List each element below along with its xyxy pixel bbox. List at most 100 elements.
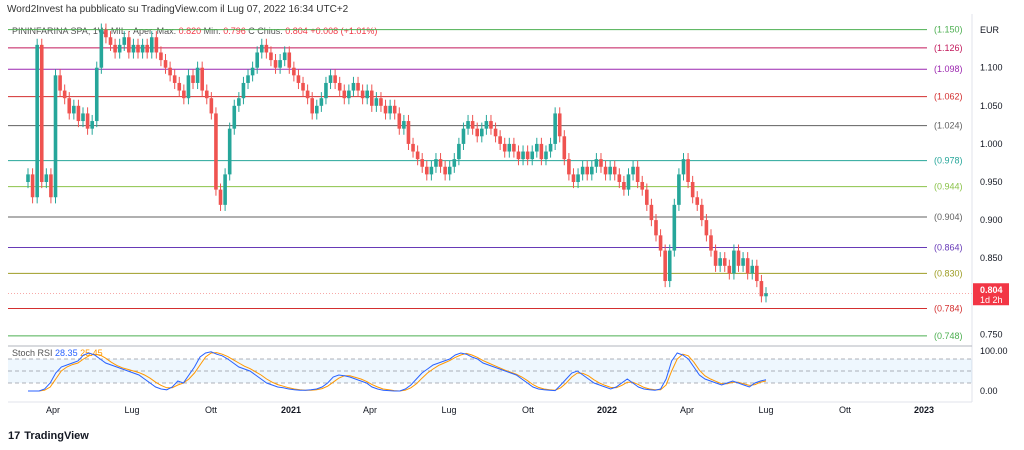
candle-body-145 [690,182,695,198]
candle-body-2 [35,44,39,198]
candle-body-138 [658,235,663,251]
candle-body-43 [223,174,227,205]
candle-body-133 [635,166,640,182]
attribution-text: Word2Invest ha pubblicato su TradingView… [7,4,349,15]
candle-body-34 [182,90,186,99]
fib-label-0: (1.150) [934,25,963,35]
currency-label: EUR [980,25,1000,35]
last-price-value: 0.804 [980,285,1003,295]
price-tick-5: 1.000 [980,139,1003,149]
candle-body-111 [535,143,539,152]
candle-body-52 [264,44,269,53]
candle-body-114 [548,143,553,152]
candle-body-149 [709,235,713,251]
candle-body-19 [113,44,117,53]
candle-body-120 [576,174,580,182]
candle-body-83 [406,121,411,144]
candle-body-143 [681,159,686,175]
candle-body-44 [227,128,232,175]
time-tick-1: Lug [124,405,139,415]
candle-body-60 [301,82,305,91]
candle-body-77 [379,98,383,106]
time-tick-9: Lug [758,405,773,415]
stoch-k-line [28,351,767,392]
candle-body-95 [461,128,466,144]
candle-body-122 [585,166,590,175]
fib-label-4: (1.024) [934,121,963,131]
candle-body-96 [466,121,470,129]
candle-body-59 [296,75,301,83]
candle-body-28 [154,37,159,53]
fib-label-9: (0.830) [934,268,963,278]
candle-body-4 [44,174,49,182]
candle-body-49 [250,67,255,76]
candle-body-47 [241,82,246,99]
candle-body-18 [108,37,113,45]
candle-body-41 [214,113,218,190]
candle-body-8 [62,90,67,99]
tradingview-mark-icon: 17 [8,430,21,442]
stoch-rsi-pane: 0.00 100.00 [8,345,1008,396]
time-tick-2: Ott [205,405,218,415]
candle-body-86 [420,159,425,167]
stoch-rsi-name: Stoch RSI [12,348,53,358]
candle-body-155 [736,250,741,266]
candle-body-7 [58,75,62,91]
candle-body-82 [402,121,406,129]
candle-body-134 [640,182,645,190]
candle-body-153 [727,265,732,274]
candle-body-15 [94,67,99,122]
stoch-tick-2: 100.00 [980,346,1008,356]
candle-body-68 [337,82,342,91]
candle-body-119 [571,174,576,182]
legend-symbol: PININFARINA SPA, 1W, MIL [12,26,126,36]
time-tick-6: Ott [522,405,535,415]
candle-body-10 [72,105,76,114]
candle-body-73 [360,90,365,99]
candle-body-31 [168,67,172,76]
candle-body-121 [580,166,585,175]
candle-body-125 [599,159,603,167]
candle-body-48 [246,75,250,83]
candle-body-102 [493,128,498,137]
candle-body-22 [127,37,131,53]
candle-body-160 [759,281,764,297]
candle-body-91 [443,166,447,175]
candle-body-64 [319,98,324,106]
fib-label-11: (0.748) [934,331,963,341]
legend-close-label: Chius. [257,26,283,36]
candle-body-89 [434,159,438,167]
candle-body-9 [67,98,72,114]
candle-body-23 [131,44,136,53]
candle-body-81 [397,113,402,129]
candle-body-128 [612,166,617,175]
candle-body-94 [457,143,461,160]
fib-label-3: (1.062) [934,92,963,102]
candle-body-69 [342,90,347,99]
candle-body-13 [85,113,90,129]
candle-body-85 [415,151,420,160]
candle-body-24 [136,44,140,53]
candle-body-109 [525,151,530,160]
candle-body-100 [484,121,489,129]
fib-label-8: (0.864) [934,243,963,253]
candle-body-53 [269,52,273,61]
candle-body-57 [287,52,292,68]
candle-body-38 [200,67,204,91]
candle-body-70 [347,90,351,99]
candle-body-33 [177,82,182,91]
candle-body-37 [195,67,200,83]
candle-body-116 [557,113,562,137]
candle-body-35 [186,75,191,99]
candle-body-161 [764,293,768,297]
time-tick-7: 2022 [597,405,617,415]
candle-body-104 [502,143,507,152]
candle-body-16 [99,29,104,68]
candle-body-46 [237,98,241,106]
candle-body-132 [631,166,635,175]
candle-body-154 [732,250,736,274]
stoch-tick-0: 0.00 [980,386,998,396]
candle-body-20 [117,44,122,53]
candle-body-6 [53,75,58,198]
